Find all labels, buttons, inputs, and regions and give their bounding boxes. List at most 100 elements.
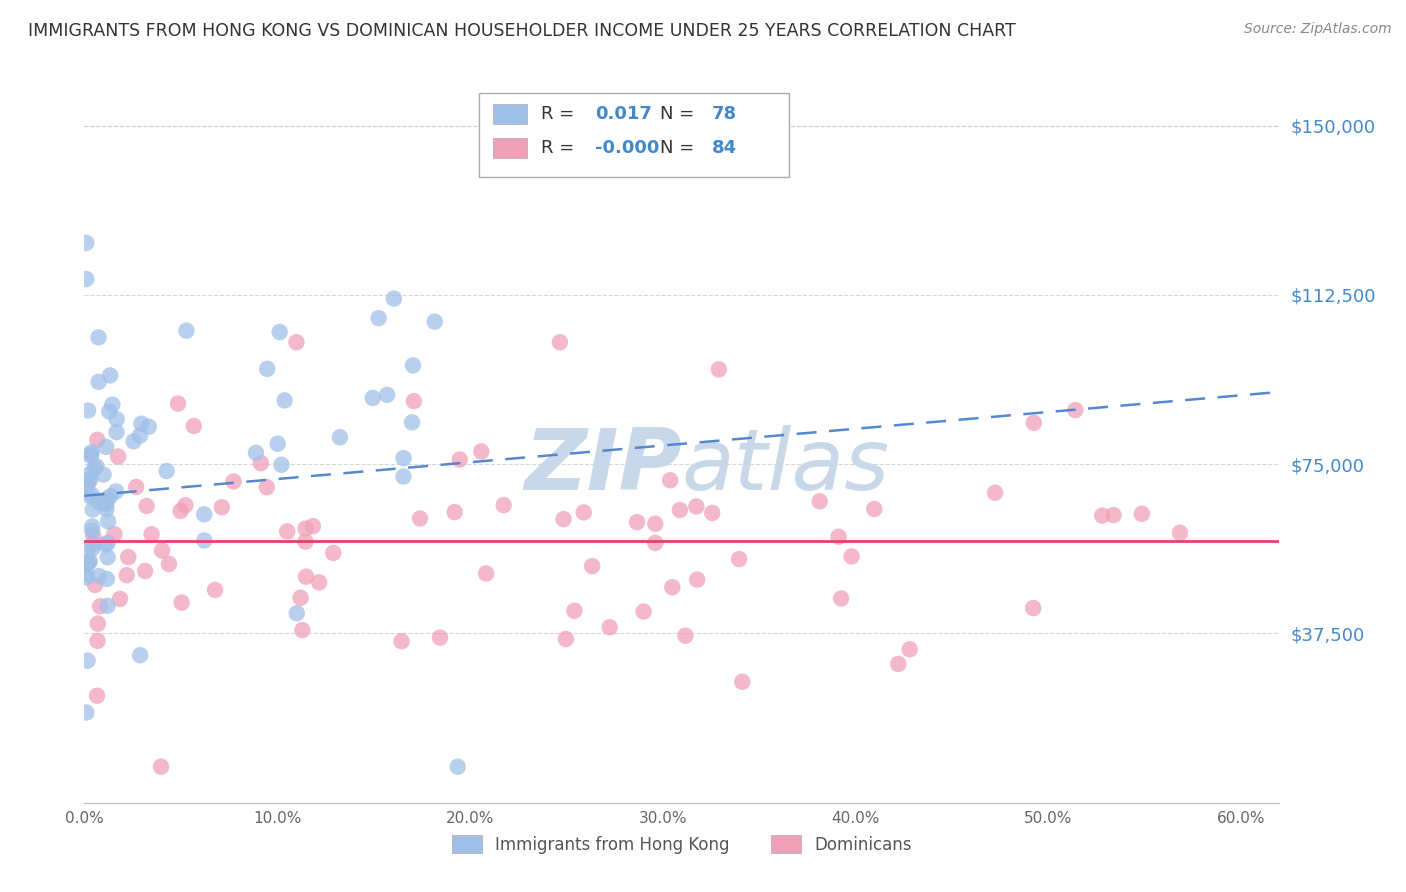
Text: atlas: atlas xyxy=(682,425,890,508)
Legend: Immigrants from Hong Kong, Dominicans: Immigrants from Hong Kong, Dominicans xyxy=(446,829,918,860)
Point xyxy=(94,538,117,552)
Text: 78: 78 xyxy=(711,104,737,123)
Point xyxy=(1168,525,1191,540)
Point xyxy=(82,524,104,538)
Point xyxy=(79,474,101,488)
Point xyxy=(87,330,110,344)
Point xyxy=(1102,508,1125,523)
Point xyxy=(285,335,308,350)
Point xyxy=(129,428,152,442)
Point xyxy=(492,498,515,512)
Point xyxy=(141,527,163,541)
Point xyxy=(125,480,148,494)
Point xyxy=(256,480,278,494)
Point xyxy=(86,689,108,703)
Point xyxy=(76,543,98,558)
Text: IMMIGRANTS FROM HONG KONG VS DOMINICAN HOUSEHOLDER INCOME UNDER 25 YEARS CORRELA: IMMIGRANTS FROM HONG KONG VS DOMINICAN H… xyxy=(28,22,1017,40)
Point xyxy=(83,461,105,475)
Point xyxy=(105,412,128,426)
Point xyxy=(76,557,98,571)
Point xyxy=(82,541,104,556)
Point xyxy=(170,596,193,610)
Point xyxy=(887,657,910,671)
Point xyxy=(250,456,273,470)
Text: 84: 84 xyxy=(711,139,737,157)
Point xyxy=(1130,507,1153,521)
Point xyxy=(183,419,205,434)
Point xyxy=(830,591,852,606)
Point xyxy=(375,388,398,402)
Point xyxy=(150,760,173,774)
Point xyxy=(675,629,697,643)
Point xyxy=(98,368,121,383)
Point xyxy=(294,522,316,536)
Point xyxy=(75,706,97,720)
Point xyxy=(548,335,571,350)
Point xyxy=(401,416,423,430)
Point xyxy=(409,511,432,525)
Point xyxy=(82,502,104,516)
Point xyxy=(131,417,153,431)
Point xyxy=(87,616,110,631)
Point xyxy=(402,394,425,409)
Point xyxy=(94,440,117,454)
Point xyxy=(290,591,312,605)
Point xyxy=(167,396,190,410)
Point xyxy=(273,393,295,408)
Point xyxy=(659,473,682,487)
Point xyxy=(256,362,278,376)
Point xyxy=(294,534,316,549)
Point xyxy=(82,537,104,551)
Point xyxy=(155,464,177,478)
Point xyxy=(475,566,498,581)
Text: R =: R = xyxy=(541,139,574,157)
Point xyxy=(382,292,405,306)
Point xyxy=(423,315,446,329)
Point xyxy=(841,549,863,564)
Point xyxy=(77,473,100,487)
Point xyxy=(669,503,692,517)
Point xyxy=(122,434,145,449)
Point xyxy=(176,324,198,338)
Point xyxy=(564,604,586,618)
Point xyxy=(84,578,107,592)
Point xyxy=(402,359,425,373)
Point xyxy=(984,485,1007,500)
Text: N =: N = xyxy=(661,139,695,157)
Point xyxy=(75,481,97,495)
Point xyxy=(581,559,603,574)
Point xyxy=(138,419,160,434)
Point xyxy=(107,450,129,464)
Point xyxy=(79,554,101,568)
Point xyxy=(134,564,156,578)
Point xyxy=(135,499,157,513)
Point xyxy=(222,475,245,489)
Point xyxy=(86,633,108,648)
Point xyxy=(295,569,318,583)
Point xyxy=(827,530,849,544)
Point xyxy=(633,605,655,619)
Point xyxy=(367,311,389,326)
Point xyxy=(77,555,100,569)
Point xyxy=(75,272,97,286)
Point xyxy=(728,552,751,566)
Point xyxy=(80,445,103,459)
Point xyxy=(429,631,451,645)
Point xyxy=(86,433,108,447)
Point xyxy=(87,569,110,583)
Text: ZIP: ZIP xyxy=(524,425,682,508)
Point xyxy=(82,519,104,533)
Point xyxy=(98,404,121,418)
Point xyxy=(87,495,110,509)
Point xyxy=(97,536,120,550)
Text: 0.017: 0.017 xyxy=(595,104,651,123)
Point xyxy=(84,459,107,474)
Point xyxy=(392,451,415,466)
Bar xyxy=(494,138,527,159)
Point xyxy=(89,599,111,614)
Point xyxy=(105,425,128,439)
Point xyxy=(291,623,314,637)
Point xyxy=(269,325,291,339)
Point xyxy=(169,504,191,518)
Point xyxy=(193,533,215,548)
